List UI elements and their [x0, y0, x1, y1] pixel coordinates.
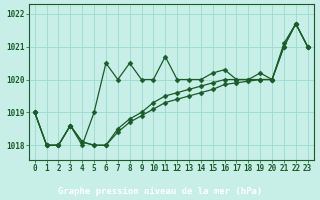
Text: Graphe pression niveau de la mer (hPa): Graphe pression niveau de la mer (hPa) [58, 187, 262, 196]
